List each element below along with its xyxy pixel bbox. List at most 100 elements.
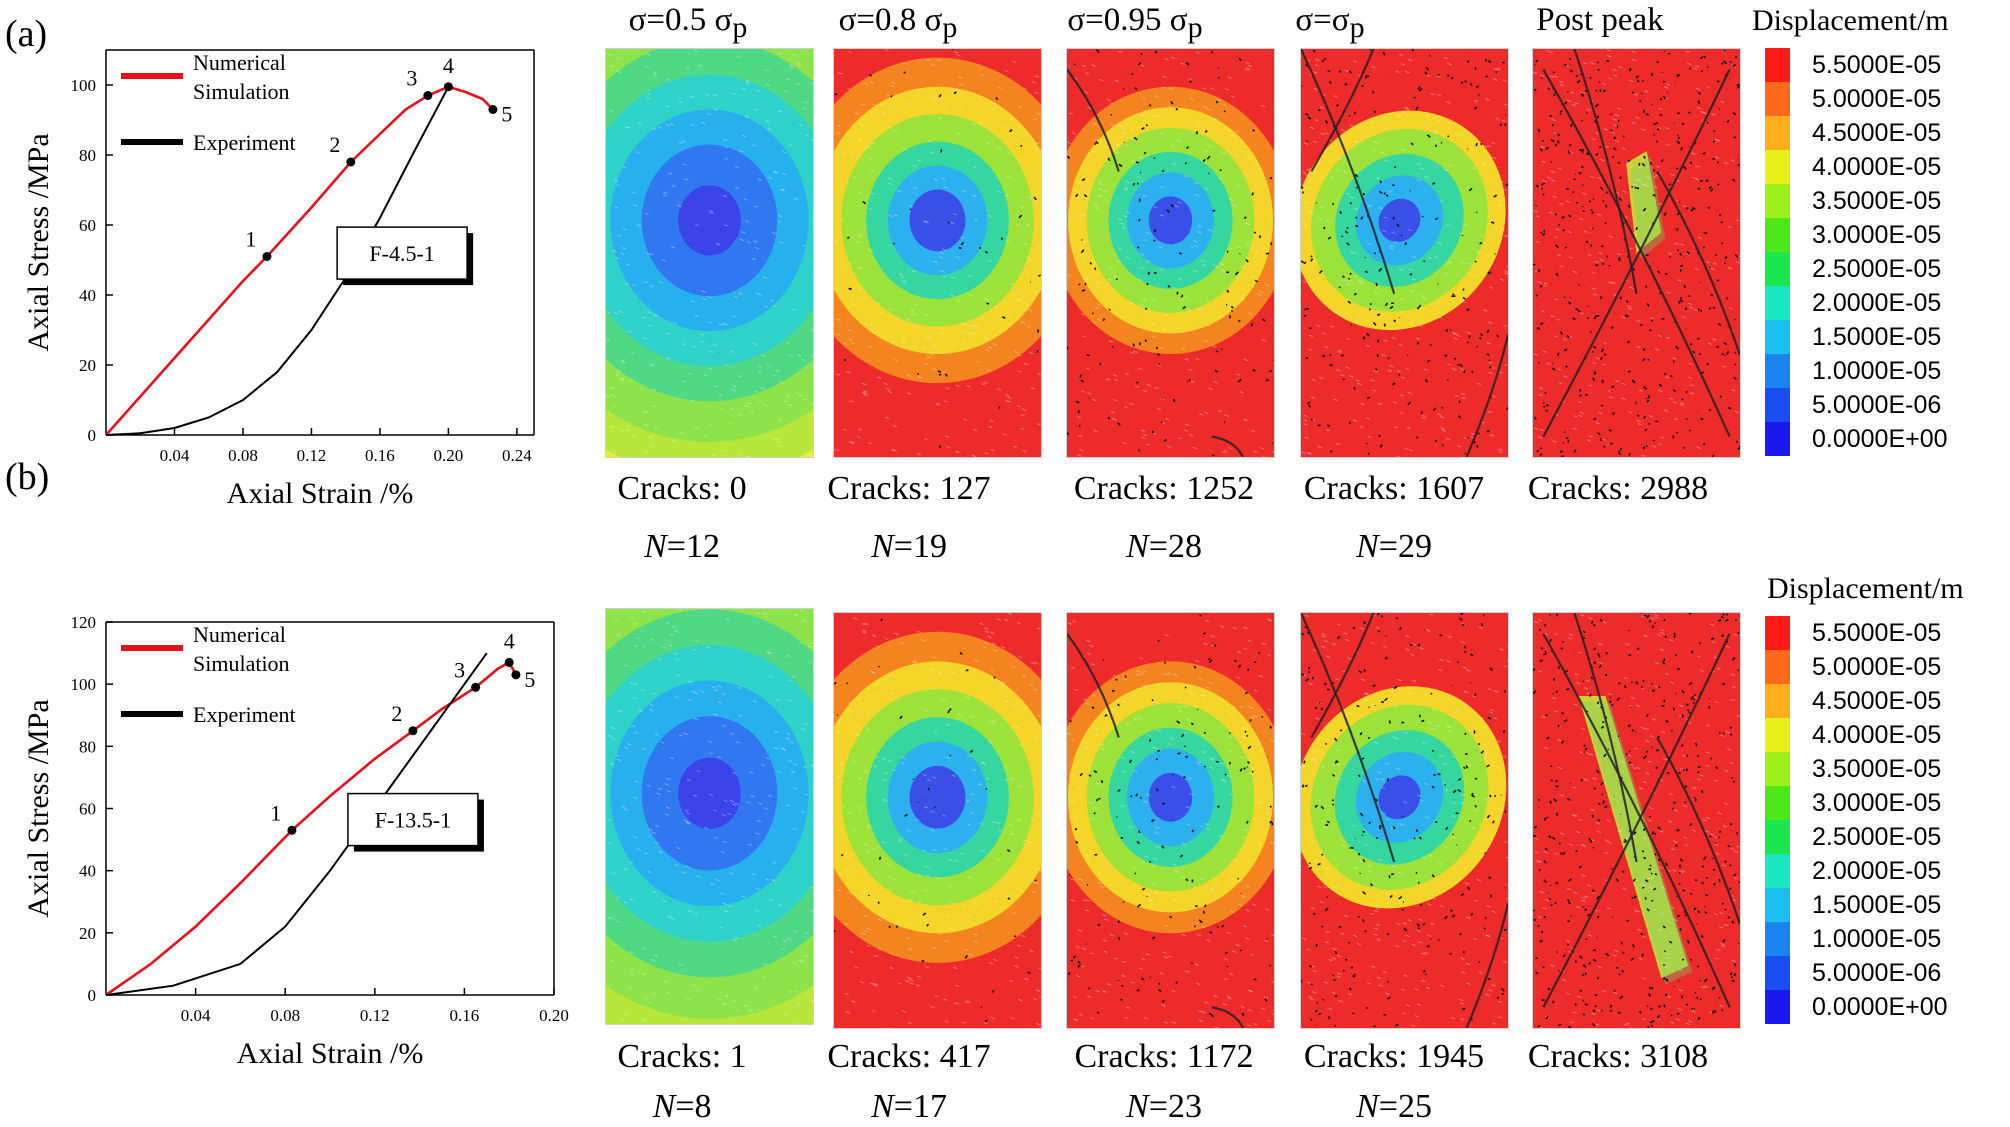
x-tick-label: 0.12 — [297, 446, 327, 465]
y-tick-label: 120 — [71, 613, 97, 632]
legend-label-experiment: Experiment — [193, 130, 296, 155]
cracks-b-1: Cracks: 1 — [617, 1038, 747, 1075]
legend-value-a-10: 5.0000E-06 — [1812, 391, 1942, 419]
n-a-4: N=29 — [1356, 528, 1432, 565]
data-point-5 — [488, 105, 498, 114]
legend-swatch-a-6 — [1765, 252, 1790, 286]
displacement-field-b-1 — [606, 609, 813, 1024]
legend-swatch-b-11 — [1765, 990, 1790, 1024]
legend-swatch-a-8 — [1765, 320, 1790, 354]
legend-value-a-7: 2.0000E-05 — [1812, 289, 1942, 317]
x-axis-label: Axial Strain /% — [237, 1037, 424, 1070]
displacement-panel-b-3 — [1066, 612, 1275, 1029]
legend-swatch-b-3 — [1765, 718, 1790, 752]
y-tick-label: 60 — [79, 800, 96, 819]
y-tick-label: 40 — [79, 862, 96, 881]
x-tick-label: 0.20 — [434, 446, 464, 465]
displacement-field-b-4 — [1301, 613, 1508, 1028]
data-point-5 — [511, 670, 521, 680]
legend-value-a-3: 4.0000E-05 — [1812, 153, 1942, 181]
y-tick-label: 20 — [79, 356, 96, 375]
y-tick-label: 20 — [79, 924, 96, 943]
displacement-panel-a-4 — [1300, 48, 1509, 458]
legend-value-a-1: 5.0000E-05 — [1812, 85, 1942, 113]
legend-swatch-b-0 — [1765, 616, 1790, 650]
n-b-3: N=23 — [1126, 1088, 1202, 1125]
x-tick-label: 0.24 — [502, 446, 532, 465]
legend-value-b-6: 2.5000E-05 — [1812, 823, 1942, 851]
legend-label-experiment: Experiment — [193, 702, 296, 727]
legend-swatch-a-10 — [1765, 388, 1790, 422]
cracks-a-5: Cracks: 2988 — [1527, 470, 1709, 507]
n-b-2: N=17 — [871, 1088, 947, 1125]
legend-swatch-a-0 — [1765, 48, 1790, 82]
data-point-label: 3 — [454, 657, 465, 682]
x-tick-label: 0.04 — [160, 446, 190, 465]
y-tick-label: 80 — [79, 737, 96, 756]
n-a-1: N=12 — [644, 528, 720, 565]
series-line-experiment — [105, 86, 450, 436]
x-tick-label: 0.08 — [270, 1006, 300, 1025]
displacement-field-a-2 — [834, 49, 1041, 457]
legend-value-a-8: 1.5000E-05 — [1812, 323, 1942, 351]
chart-a: 0.04 0.08 0.12 0.16 0.20 0.24 0 20 40 60 80 100 Axia… — [0, 40, 560, 510]
legend-value-a-4: 3.5000E-05 — [1812, 187, 1942, 215]
legend-value-a-11: 0.0000E+00 — [1812, 425, 1948, 453]
y-tick-label: 60 — [79, 216, 96, 235]
data-point-label: 5 — [501, 102, 512, 127]
data-point-4 — [443, 82, 453, 92]
x-tick-label: 0.08 — [228, 446, 258, 465]
legend-value-b-9: 1.0000E-05 — [1812, 925, 1942, 953]
data-point-label: 2 — [391, 701, 402, 726]
annotation-label: F-13.5-1 — [375, 808, 451, 833]
annotation-box — [347, 792, 479, 847]
legend-colorbar-b — [1765, 616, 1790, 1024]
displacement-panel-a-3 — [1066, 48, 1275, 458]
n-a-2: N=19 — [871, 528, 947, 565]
displacement-field-a-1 — [606, 49, 813, 457]
cracks-b-3: Cracks: 1172 — [1074, 1038, 1254, 1075]
y-axis-label: Axial Stress /MPa — [22, 133, 55, 351]
cracks-a-3: Cracks: 1252 — [1073, 470, 1255, 507]
y-axis-label: Axial Stress /MPa — [22, 699, 55, 917]
displacement-field-a-3 — [1067, 49, 1274, 457]
x-axis-label: Axial Strain /% — [227, 477, 414, 510]
legend-label-numerical-2: Simulation — [193, 79, 290, 104]
legend-swatch-b-10 — [1765, 956, 1790, 990]
legend-value-b-2: 4.5000E-05 — [1812, 687, 1942, 715]
legend-swatch-a-2 — [1765, 116, 1790, 150]
legend-value-b-4: 3.5000E-05 — [1812, 755, 1942, 783]
displacement-panel-b-5 — [1532, 612, 1741, 1029]
legend-value-a-9: 1.0000E-05 — [1812, 357, 1942, 385]
y-tick-label: 80 — [79, 146, 96, 165]
legend-value-b-8: 1.5000E-05 — [1812, 891, 1942, 919]
legend-value-a-0: 5.5000E-05 — [1812, 51, 1942, 79]
legend-swatch-a-1 — [1765, 82, 1790, 116]
x-tick-label: 0.04 — [181, 1006, 211, 1025]
legend-title-b: Displacement/m — [1767, 572, 1964, 605]
legend-value-b-10: 5.0000E-06 — [1812, 959, 1942, 987]
x-tick-label: 0.20 — [539, 1006, 569, 1025]
legend-swatch-a-7 — [1765, 286, 1790, 320]
legend-value-b-1: 5.0000E-05 — [1812, 653, 1942, 681]
data-point-label: 1 — [245, 227, 256, 252]
n-b-1: N=8 — [652, 1088, 712, 1125]
annotation-label: F-4.5-1 — [369, 241, 434, 266]
legend-swatch-b-7 — [1765, 854, 1790, 888]
legend-swatch-b-8 — [1765, 888, 1790, 922]
legend-value-b-5: 3.0000E-05 — [1812, 789, 1942, 817]
stage-title-a-4: σ=σp — [1295, 2, 1365, 44]
legend-swatch-a-9 — [1765, 354, 1790, 388]
y-tick-label: 0 — [88, 986, 97, 1005]
data-point-label: 4 — [504, 628, 515, 653]
legend-labels-a: 5.5000E-05 5.0000E-05 4.5000E-05 4.0000E-05… — [1812, 48, 1948, 456]
legend-value-a-6: 2.5000E-05 — [1812, 255, 1942, 283]
data-point-4 — [504, 657, 514, 667]
legend-swatch-b-5 — [1765, 786, 1790, 820]
data-point-label: 1 — [270, 800, 281, 825]
displacement-panel-a-1 — [605, 48, 814, 458]
legend-label-numerical-1: Numerical — [193, 50, 286, 75]
data-point-2 — [408, 726, 418, 736]
displacement-panel-b-1 — [605, 608, 814, 1025]
data-point-label: 4 — [443, 53, 454, 78]
